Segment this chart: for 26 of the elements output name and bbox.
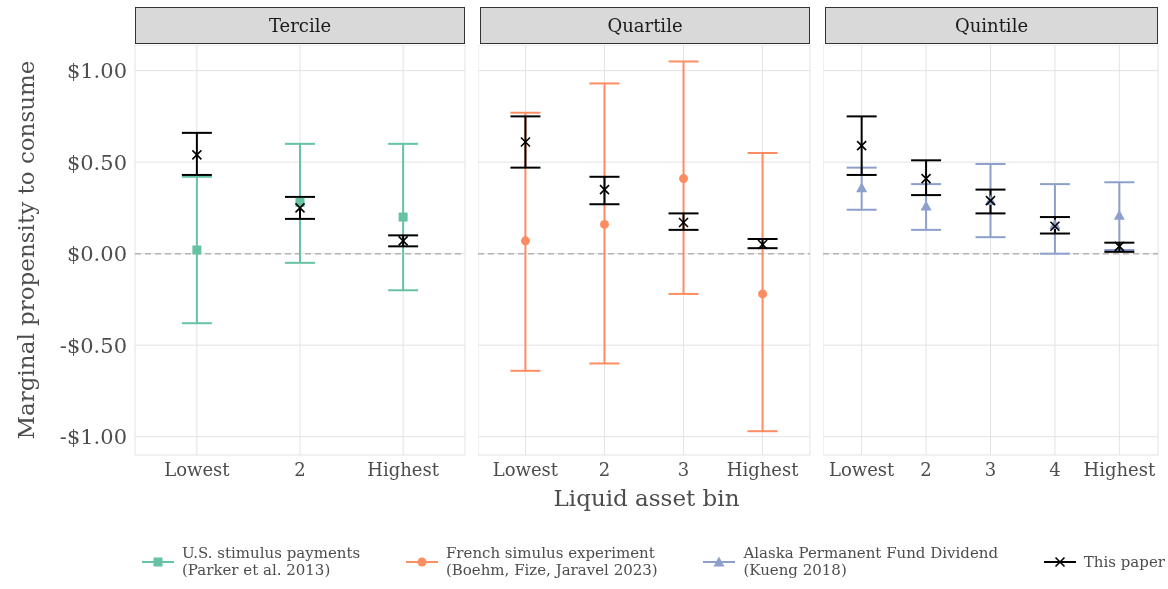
x-axis-title: Liquid asset bin: [552, 485, 741, 511]
chart-title: Quintile: [825, 7, 1158, 44]
x-tick-label: Lowest: [828, 458, 896, 480]
y-tick-label: $1.00: [66, 59, 127, 84]
y-tick-label: $0.50: [66, 150, 127, 175]
y-tick-label: $0.00: [66, 242, 127, 267]
legend-label: French simulus experiment (Boehm, Fize, Jaravel 2023): [445, 544, 658, 579]
x-tick-label: Highest: [1083, 458, 1156, 480]
legend-label: This paper: [1083, 552, 1165, 571]
x-tick-label: Lowest: [492, 458, 559, 480]
x-tick-label: 2: [920, 458, 932, 480]
chart-title: Tercile: [135, 7, 465, 44]
x-tick-label: 2: [598, 458, 611, 480]
x-tick-label: Highest: [726, 458, 800, 480]
chart-title: Quartile: [480, 7, 810, 44]
legend-label: Alaska Permanent Fund Dividend (Kueng 2018): [743, 544, 999, 579]
x-tick-label: 4: [1049, 458, 1061, 480]
x-tick-label: Highest: [367, 458, 440, 480]
y-axis-title: Marginal propensity to consume: [13, 60, 39, 440]
x-tick-label: 2: [294, 458, 306, 480]
x-tick-label: 3: [677, 458, 690, 480]
y-tick-label: -$0.50: [59, 333, 127, 358]
x-tick-label: 3: [984, 458, 997, 480]
x-tick-label: Lowest: [164, 458, 231, 480]
legend-label: U.S. stimulus payments (Parker et al. 2013): [182, 544, 361, 579]
y-tick-label: -$1.00: [59, 425, 127, 450]
